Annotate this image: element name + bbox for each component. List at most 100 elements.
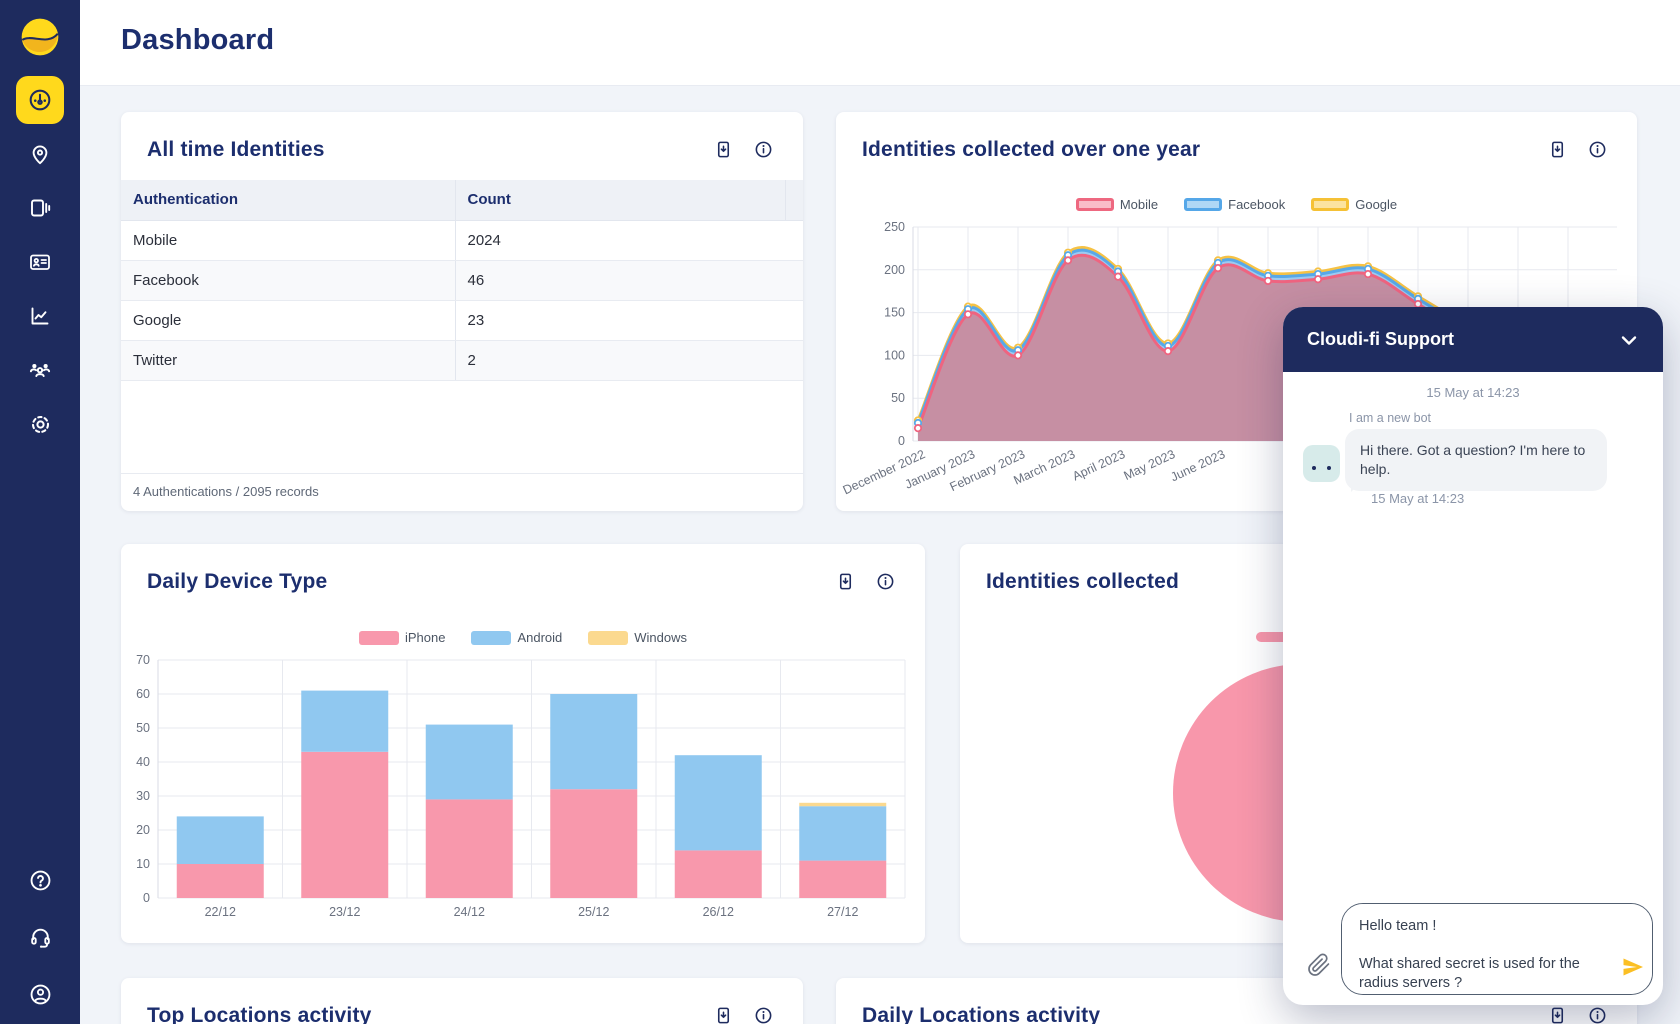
download-button[interactable] bbox=[713, 1006, 733, 1024]
card-top-locations: Top Locations activity bbox=[121, 978, 803, 1024]
page-title: Dashboard bbox=[121, 24, 275, 56]
sidebar-item-help[interactable] bbox=[16, 856, 64, 904]
info-icon bbox=[755, 1007, 771, 1024]
svg-text:25/12: 25/12 bbox=[578, 905, 609, 919]
chat-message-input[interactable]: Hello team ! What shared secret is used … bbox=[1341, 903, 1653, 995]
authentications-table: Authentication Count Mobile 2024 Faceboo… bbox=[121, 180, 803, 381]
card-head: Identities collected over one year bbox=[836, 112, 1637, 162]
attach-file-button[interactable] bbox=[1306, 951, 1332, 981]
card-identities-over-year: Identities collected over one year Mobil… bbox=[836, 112, 1637, 511]
info-button[interactable] bbox=[1587, 140, 1607, 160]
bar-chart-legend: iPhone Android Windows bbox=[121, 630, 925, 645]
svg-text:23/12: 23/12 bbox=[329, 905, 360, 919]
svg-text:24/12: 24/12 bbox=[454, 905, 485, 919]
info-button[interactable] bbox=[875, 572, 895, 592]
users-icon bbox=[29, 364, 51, 378]
sidebar bbox=[0, 0, 80, 1024]
table-row[interactable]: Facebook 46 bbox=[121, 260, 803, 301]
windows-swatch bbox=[588, 630, 629, 645]
facebook-swatch bbox=[1184, 198, 1223, 211]
chevron-down-icon[interactable] bbox=[1617, 328, 1641, 352]
sidebar-item-account[interactable] bbox=[16, 970, 64, 1018]
info-button[interactable] bbox=[753, 1006, 773, 1024]
chat-title: Cloudi-fi Support bbox=[1307, 329, 1454, 349]
sidebar-item-support[interactable] bbox=[16, 913, 64, 961]
analytics-icon bbox=[31, 307, 49, 325]
download-button[interactable] bbox=[713, 140, 733, 160]
sidebar-item-locations[interactable] bbox=[16, 130, 64, 178]
paperclip-icon bbox=[1308, 953, 1330, 976]
chat-timestamp: 15 May at 14:23 bbox=[1426, 385, 1520, 400]
sidebar-item-settings[interactable] bbox=[16, 400, 64, 448]
svg-text:50: 50 bbox=[136, 721, 150, 735]
legend-label: Facebook bbox=[1228, 197, 1286, 212]
svg-text:30: 30 bbox=[136, 789, 150, 803]
table-row[interactable]: Twitter 2 bbox=[121, 340, 803, 381]
legend-label: Google bbox=[1355, 197, 1398, 212]
info-icon bbox=[877, 573, 893, 590]
legend-label: Android bbox=[517, 630, 563, 645]
cell-auth: Google bbox=[121, 300, 456, 341]
legend-item-google[interactable]: Google bbox=[1311, 197, 1397, 212]
info-icon bbox=[755, 141, 771, 158]
svg-text:April 2023: April 2023 bbox=[1070, 447, 1127, 483]
card-head: Daily Device Type bbox=[121, 544, 925, 594]
sidebar-item-identities[interactable] bbox=[16, 238, 64, 286]
bot-avatar-icon bbox=[1303, 445, 1340, 482]
table-row[interactable]: Mobile 2024 bbox=[121, 220, 803, 261]
table-header-row: Authentication Count bbox=[121, 180, 803, 221]
chat-header[interactable]: Cloudi-fi Support bbox=[1283, 307, 1663, 372]
send-button[interactable] bbox=[1621, 955, 1645, 979]
legend-item-iphone[interactable]: iPhone bbox=[358, 630, 445, 645]
file-download-icon bbox=[839, 573, 851, 590]
bot-message-bubble: Hi there. Got a question? I'm here to he… bbox=[1345, 429, 1607, 491]
card-head: Top Locations activity bbox=[121, 978, 803, 1024]
pie-legend-mobile-swatch[interactable] bbox=[1256, 632, 1299, 642]
legend-item-facebook[interactable]: Facebook bbox=[1184, 197, 1285, 212]
chat-widget: Cloudi-fi Support 15 May at 14:23 I am a… bbox=[1283, 307, 1663, 1005]
table-row[interactable]: Google 23 bbox=[121, 300, 803, 341]
card-actions bbox=[713, 140, 773, 160]
svg-text:0: 0 bbox=[143, 891, 150, 905]
card-title: Top Locations activity bbox=[147, 1004, 372, 1024]
svg-text:10: 10 bbox=[136, 857, 150, 871]
legend-item-mobile[interactable]: Mobile bbox=[1075, 197, 1159, 212]
card-actions bbox=[1547, 1006, 1607, 1024]
legend-item-android[interactable]: Android bbox=[471, 630, 562, 645]
legend-item-windows[interactable]: Windows bbox=[588, 630, 687, 645]
legend-label: Mobile bbox=[1119, 197, 1159, 212]
file-download-icon bbox=[1551, 141, 1563, 158]
col-header-count[interactable]: Count bbox=[455, 180, 785, 221]
sidebar-item-users[interactable] bbox=[16, 346, 64, 394]
info-button[interactable] bbox=[753, 140, 773, 160]
captive-portal-icon bbox=[31, 199, 51, 217]
download-button[interactable] bbox=[835, 572, 855, 592]
svg-text:60: 60 bbox=[136, 687, 150, 701]
card-title: Identities collected over one year bbox=[862, 138, 1201, 161]
card-title: All time Identities bbox=[147, 138, 325, 161]
sidebar-item-analytics[interactable] bbox=[16, 292, 64, 340]
sidebar-bottom bbox=[0, 856, 80, 1018]
stacked-bar-chart[interactable]: 0 10 20 30 40 50 60 70 22/12 23/12 24/12 25/12 26/12… bbox=[121, 544, 925, 943]
download-button[interactable] bbox=[1547, 140, 1567, 160]
cell-auth: Facebook bbox=[121, 260, 456, 301]
sidebar-item-captive-portal[interactable] bbox=[16, 184, 64, 232]
cloudifi-logo[interactable] bbox=[18, 15, 62, 59]
card-actions bbox=[713, 1006, 773, 1024]
sidebar-nav bbox=[0, 76, 80, 448]
download-button[interactable] bbox=[1547, 1006, 1567, 1024]
svg-text:26/12: 26/12 bbox=[703, 905, 734, 919]
cell-auth: Twitter bbox=[121, 340, 456, 381]
svg-text:27/12: 27/12 bbox=[827, 905, 858, 919]
sidebar-item-dashboard[interactable] bbox=[16, 76, 64, 124]
iphone-swatch bbox=[358, 630, 399, 645]
card-head: Identities collected bbox=[960, 544, 1637, 594]
card-title: Identities collected bbox=[986, 570, 1180, 593]
col-header-authentication[interactable]: Authentication bbox=[121, 180, 456, 221]
info-button[interactable] bbox=[1587, 1006, 1607, 1024]
card-daily-device-type: Daily Device Type iPhone Android bbox=[121, 544, 925, 943]
chat-timestamp: 15 May at 14:23 bbox=[1371, 491, 1465, 506]
settings-gear-icon bbox=[31, 415, 49, 433]
cell-count: 2024 bbox=[455, 220, 785, 261]
